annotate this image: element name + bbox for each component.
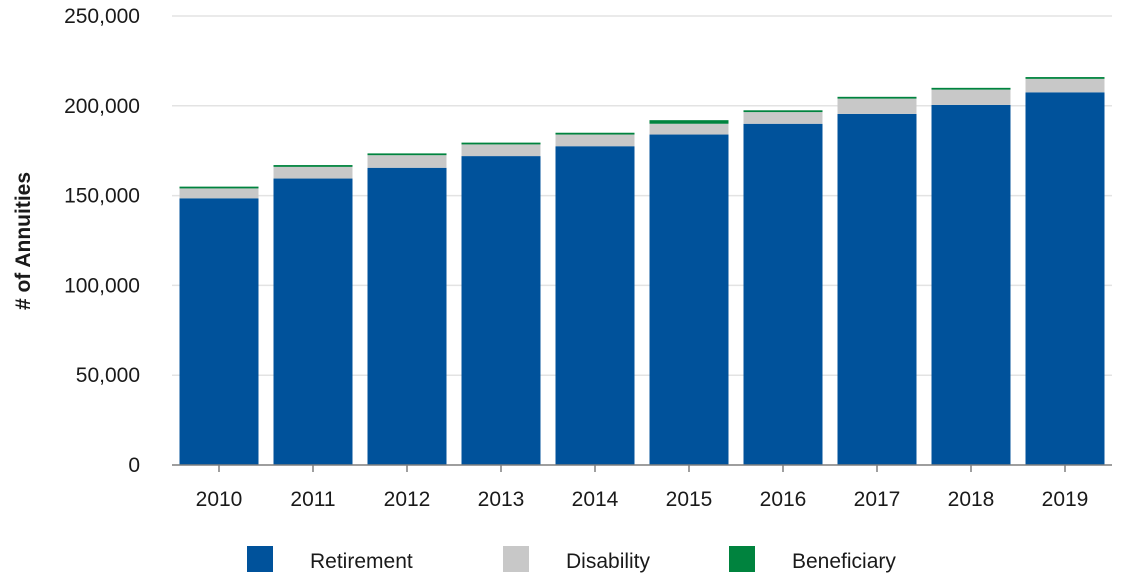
legend-swatch xyxy=(247,546,273,572)
x-tick-label: 2017 xyxy=(854,488,901,511)
legend-item-retirement: Retirement xyxy=(247,546,413,573)
bar-segment-disability-2015 xyxy=(649,123,729,135)
bar-segment-retirement-2013 xyxy=(461,156,541,465)
bar-segment-disability-2018 xyxy=(931,89,1011,105)
bar-segment-disability-2012 xyxy=(367,155,447,168)
bar-segment-beneficiary-2015 xyxy=(649,120,729,124)
bar-segment-retirement-2011 xyxy=(273,178,353,465)
bar-segment-retirement-2010 xyxy=(179,198,259,465)
legend-label: Beneficiary xyxy=(792,550,896,573)
bar-segment-retirement-2018 xyxy=(931,104,1011,465)
y-tick-label: 0 xyxy=(128,454,140,477)
y-tick-label: 100,000 xyxy=(64,274,140,297)
x-tick-label: 2019 xyxy=(1042,488,1089,511)
bar-segment-retirement-2017 xyxy=(837,113,917,465)
bars xyxy=(179,77,1105,465)
x-axis-ticks xyxy=(218,465,1066,472)
y-axis-tick-labels: 0 50,000 100,000 150,000 200,000 250,000 xyxy=(64,5,140,477)
bar-segment-disability-2010 xyxy=(179,188,259,199)
bar-segment-beneficiary-2013 xyxy=(461,142,541,145)
y-tick-label: 200,000 xyxy=(64,95,140,118)
bar-segment-beneficiary-2018 xyxy=(931,87,1011,90)
legend-label: Disability xyxy=(566,550,651,573)
y-tick-label: 250,000 xyxy=(64,5,140,28)
y-axis-title: # of Annuities xyxy=(12,172,35,310)
y-tick-label: 50,000 xyxy=(76,364,140,387)
x-tick-label: 2014 xyxy=(572,488,619,511)
x-tick-label: 2015 xyxy=(666,488,713,511)
bar-segment-beneficiary-2016 xyxy=(743,110,823,113)
bar-segment-disability-2011 xyxy=(273,166,353,179)
y-tick-label: 150,000 xyxy=(64,185,140,208)
x-tick-label: 2010 xyxy=(196,488,243,511)
x-tick-label: 2011 xyxy=(290,488,335,511)
legend-item-beneficiary: Beneficiary xyxy=(729,546,896,573)
bar-segment-retirement-2015 xyxy=(649,134,729,465)
bar-segment-disability-2016 xyxy=(743,112,823,124)
x-tick-label: 2013 xyxy=(478,488,525,511)
bar-segment-retirement-2014 xyxy=(555,146,635,465)
bar-segment-retirement-2016 xyxy=(743,123,823,465)
legend-item-disability: Disability xyxy=(503,546,651,573)
bar-segment-beneficiary-2012 xyxy=(367,153,447,156)
x-tick-label: 2018 xyxy=(948,488,995,511)
bar-segment-retirement-2019 xyxy=(1025,92,1105,465)
bar-segment-retirement-2012 xyxy=(367,167,447,465)
bar-segment-beneficiary-2010 xyxy=(179,186,259,189)
bar-segment-beneficiary-2019 xyxy=(1025,77,1105,79)
x-axis-tick-labels: 2010 2011 2012 2013 2014 2015 2016 2017 2018 2019 xyxy=(196,488,1089,511)
bar-segment-beneficiary-2011 xyxy=(273,165,353,167)
bar-segment-disability-2013 xyxy=(461,144,541,157)
x-tick-label: 2016 xyxy=(760,488,807,511)
legend: Retirement Disability Beneficiary xyxy=(247,546,896,573)
bar-segment-disability-2014 xyxy=(555,134,635,147)
legend-swatch xyxy=(729,546,755,572)
x-tick-label: 2012 xyxy=(384,488,431,511)
legend-label: Retirement xyxy=(310,550,413,573)
bar-segment-disability-2019 xyxy=(1025,78,1105,93)
legend-swatch xyxy=(503,546,529,572)
bar-segment-beneficiary-2014 xyxy=(555,132,635,135)
bar-segment-beneficiary-2017 xyxy=(837,96,917,99)
bar-segment-disability-2017 xyxy=(837,98,917,114)
